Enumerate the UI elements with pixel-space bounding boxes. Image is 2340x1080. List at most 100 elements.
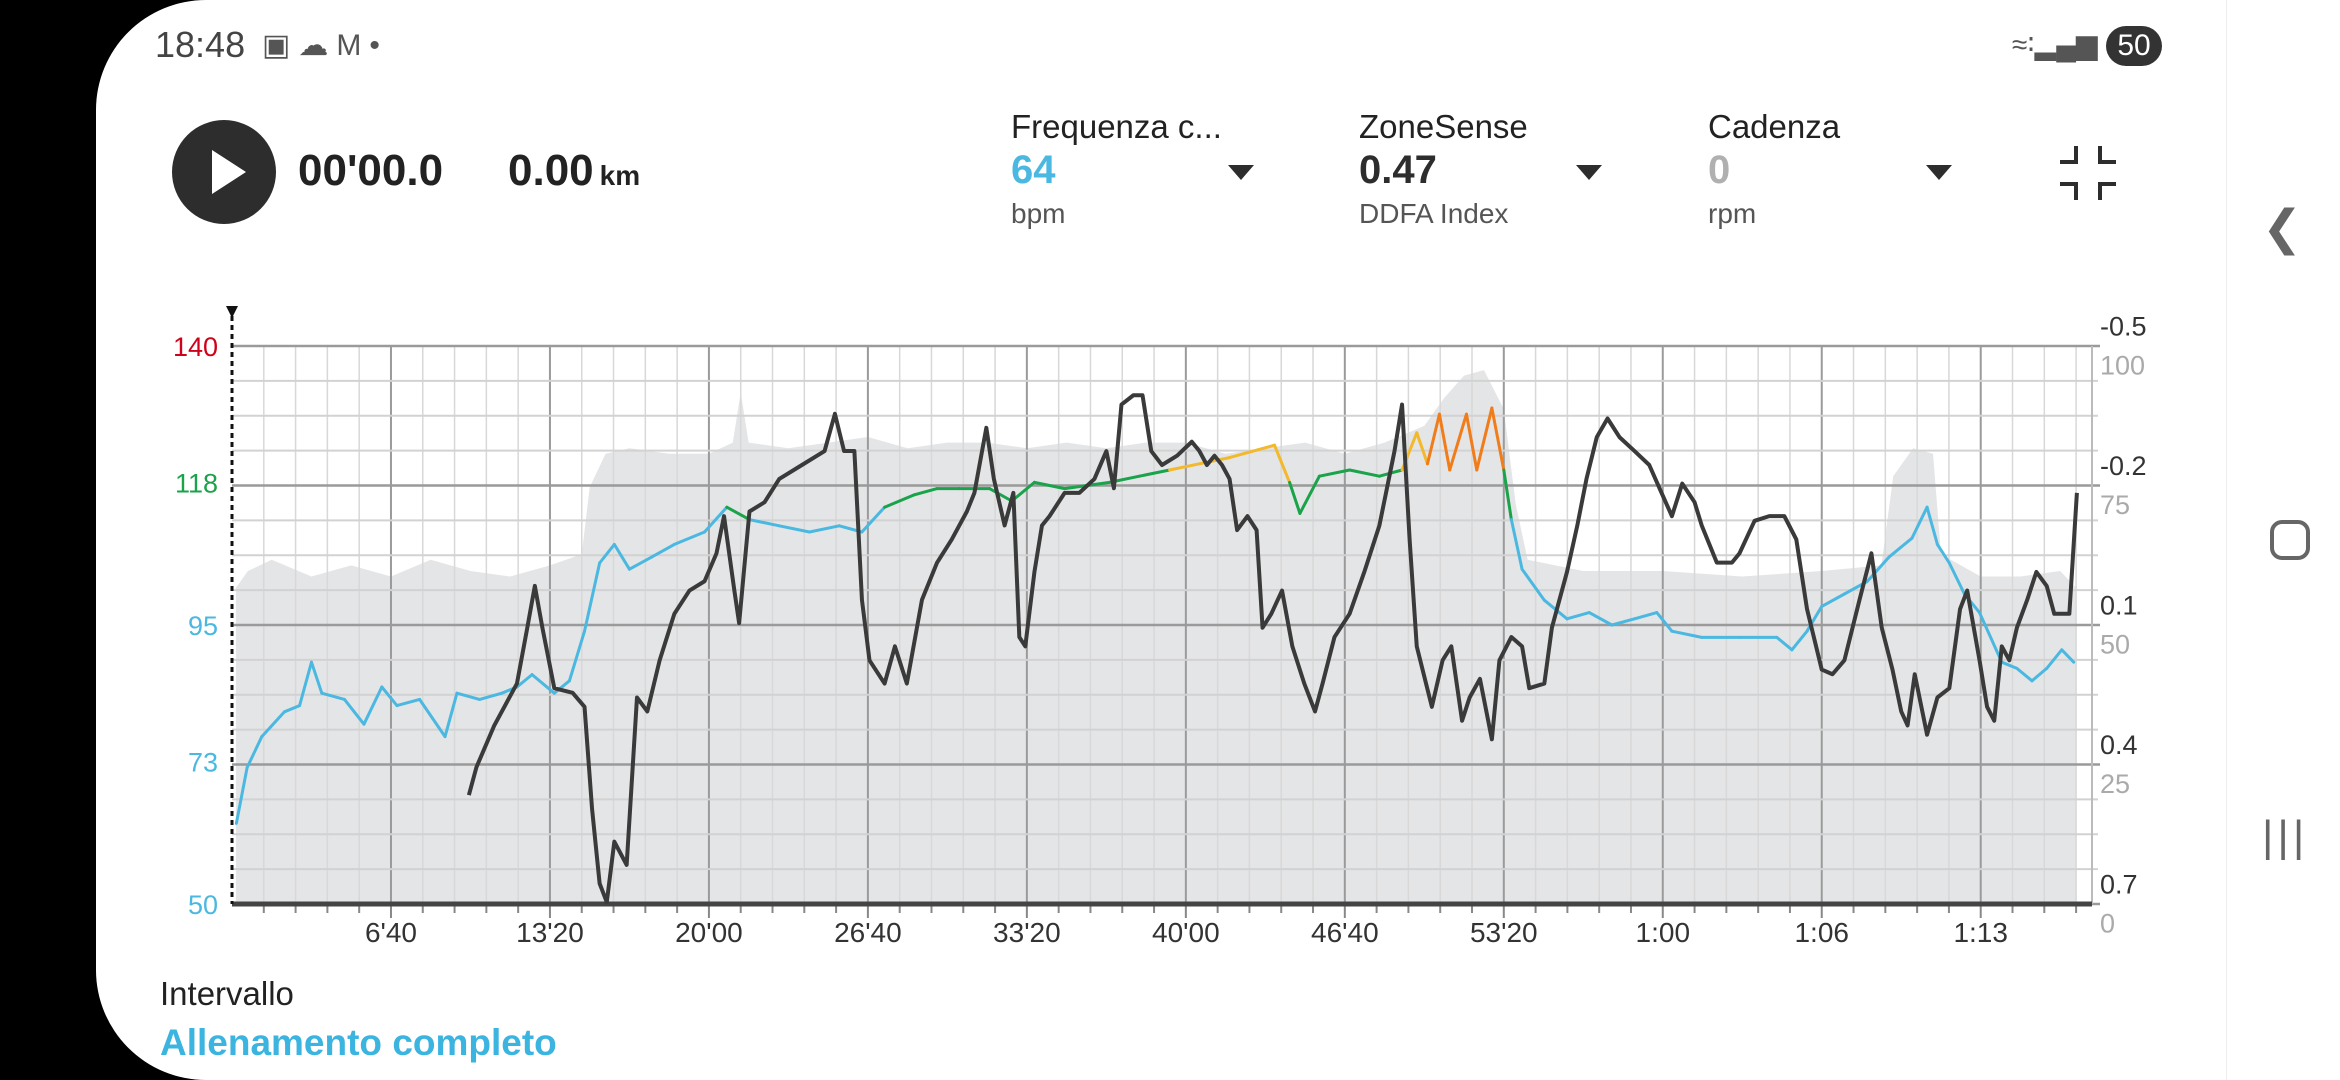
left-axis-label: 50 xyxy=(188,890,218,920)
hr-line-segment xyxy=(309,660,324,695)
left-axis-label: 140 xyxy=(173,332,218,362)
grey-axis-label: 75 xyxy=(2100,490,2130,520)
distance-unit: km xyxy=(599,160,641,191)
x-tick-label: 1:13 xyxy=(1953,917,2008,948)
back-icon[interactable]: ❮ xyxy=(2262,202,2303,255)
hr-line-segment xyxy=(1865,555,1891,584)
hr-line-segment xyxy=(245,735,264,770)
hr-line-segment xyxy=(2000,660,2019,670)
hr-line-segment xyxy=(1317,468,1352,478)
dfa-line xyxy=(466,393,2079,905)
hr-line-segment xyxy=(1415,431,1429,466)
hr-line-segment xyxy=(443,691,459,739)
hr-line-segment xyxy=(1925,505,1939,546)
hr-line-segment xyxy=(1520,567,1546,602)
hr-line-segment xyxy=(1272,443,1292,484)
grey-axis-label: 100 xyxy=(2100,351,2145,381)
hr-line-segment xyxy=(1655,611,1674,633)
hr-line-segment xyxy=(1464,412,1479,472)
grey-axis-label: 25 xyxy=(2100,769,2130,799)
hr-line-segment xyxy=(1775,635,1794,652)
time-cursor-handle xyxy=(226,306,238,318)
hr-line-segment xyxy=(650,542,676,559)
left-axis-label: 95 xyxy=(188,611,218,641)
hr-line-segment xyxy=(725,505,751,522)
hr-line-segment xyxy=(1032,480,1067,491)
metric-cadence-dropdown-icon[interactable] xyxy=(1926,165,1952,180)
metric-zonesense-dropdown-icon[interactable] xyxy=(1576,165,1602,180)
collapse-fullscreen-icon[interactable] xyxy=(2060,146,2116,200)
hr-line-segment xyxy=(807,524,841,534)
hr-line-segment xyxy=(988,487,1014,503)
hr-line-segment xyxy=(1509,518,1524,571)
grey-axis-label: 50 xyxy=(2100,630,2130,660)
play-button[interactable] xyxy=(172,120,276,224)
gmail-icon: M xyxy=(336,29,370,62)
metric-zonesense-unit: DDFA Index xyxy=(1359,198,1509,229)
distance: 0.00 km xyxy=(508,146,640,196)
hr-line-segment xyxy=(747,518,781,528)
hr-line-segment xyxy=(1978,611,2004,664)
hr-line-segment xyxy=(298,660,313,708)
x-tick-label: 53'20 xyxy=(1470,917,1538,948)
metric-hr-label: Frequenza c... xyxy=(1011,108,1222,145)
x-tick-label: 1:00 xyxy=(1636,917,1691,948)
interval-selector[interactable]: Allenamento completo xyxy=(160,1022,557,1063)
x-tick-label: 20'00 xyxy=(675,917,743,948)
hr-line-segment xyxy=(2060,648,2076,664)
hr-line-segment xyxy=(234,766,249,825)
x-tick-label: 26'40 xyxy=(834,917,902,948)
hr-line-segment xyxy=(1298,474,1321,515)
status-time: 18:48 xyxy=(155,24,246,65)
hr-line-segment xyxy=(362,685,384,726)
metric-cadence-value: 0 xyxy=(1708,148,1731,192)
hr-line-segment xyxy=(2045,648,2064,670)
hr-line-segment xyxy=(478,691,504,701)
hr-line-segment xyxy=(1348,468,1381,478)
dfa-axis-label: 0.7 xyxy=(2100,870,2138,900)
hr-line-segment xyxy=(1437,412,1452,472)
hr-line-segment xyxy=(530,673,556,695)
hr-line-segment xyxy=(1137,468,1172,478)
hr-line-segment xyxy=(1425,412,1441,466)
hr-line-segment xyxy=(260,710,286,739)
hr-line-segment xyxy=(912,487,939,497)
hr-line-segment xyxy=(1820,592,1846,608)
hr-line-segment xyxy=(1565,611,1591,621)
hr-line-segment xyxy=(1790,629,1809,652)
x-tick-label: 6'40 xyxy=(365,917,417,948)
wifi-signal-icon: ≈∶▂▄▆ xyxy=(2012,29,2098,60)
metric-cadence-label: Cadenza xyxy=(1708,108,1841,145)
hr-line-segment xyxy=(1502,468,1513,522)
hr-line-segment xyxy=(1947,561,1966,596)
hr-line-segment xyxy=(598,542,616,565)
dfa-axis-label: 0.1 xyxy=(2100,591,2138,621)
hr-line-segment xyxy=(515,673,534,689)
dfa-axis-label: 0.4 xyxy=(2100,730,2138,760)
hr-line-segment xyxy=(1910,505,1929,540)
hr-line-segment xyxy=(1633,611,1659,621)
metric-cadence-unit: rpm xyxy=(1708,198,1757,229)
metric-hr-dropdown-icon[interactable] xyxy=(1228,165,1254,180)
hr-line-segment xyxy=(455,691,482,701)
hr-line-segment xyxy=(320,691,346,701)
left-axis-label: 73 xyxy=(188,747,218,777)
hr-line-segment xyxy=(1168,462,1201,472)
x-tick-label: 1:06 xyxy=(1794,917,1849,948)
left-axis-label: 118 xyxy=(175,468,218,498)
home-icon[interactable] xyxy=(2270,520,2310,560)
hr-line-segment xyxy=(2015,666,2034,683)
screenshot-icon: ▣ xyxy=(262,29,299,62)
x-tick-label: 46'40 xyxy=(1311,917,1379,948)
hr-line-segment xyxy=(1670,629,1704,639)
grey-area xyxy=(235,370,2077,905)
hr-line-segment xyxy=(1288,480,1302,515)
hr-line-segment xyxy=(1448,412,1468,472)
hr-line-segment xyxy=(777,524,811,534)
x-tick-label: 13'20 xyxy=(516,917,584,948)
hr-line-segment xyxy=(567,629,587,683)
recents-icon[interactable]: ||| xyxy=(2262,812,2309,861)
hr-line-segment xyxy=(1475,406,1494,472)
hr-line-segment xyxy=(1587,611,1614,627)
